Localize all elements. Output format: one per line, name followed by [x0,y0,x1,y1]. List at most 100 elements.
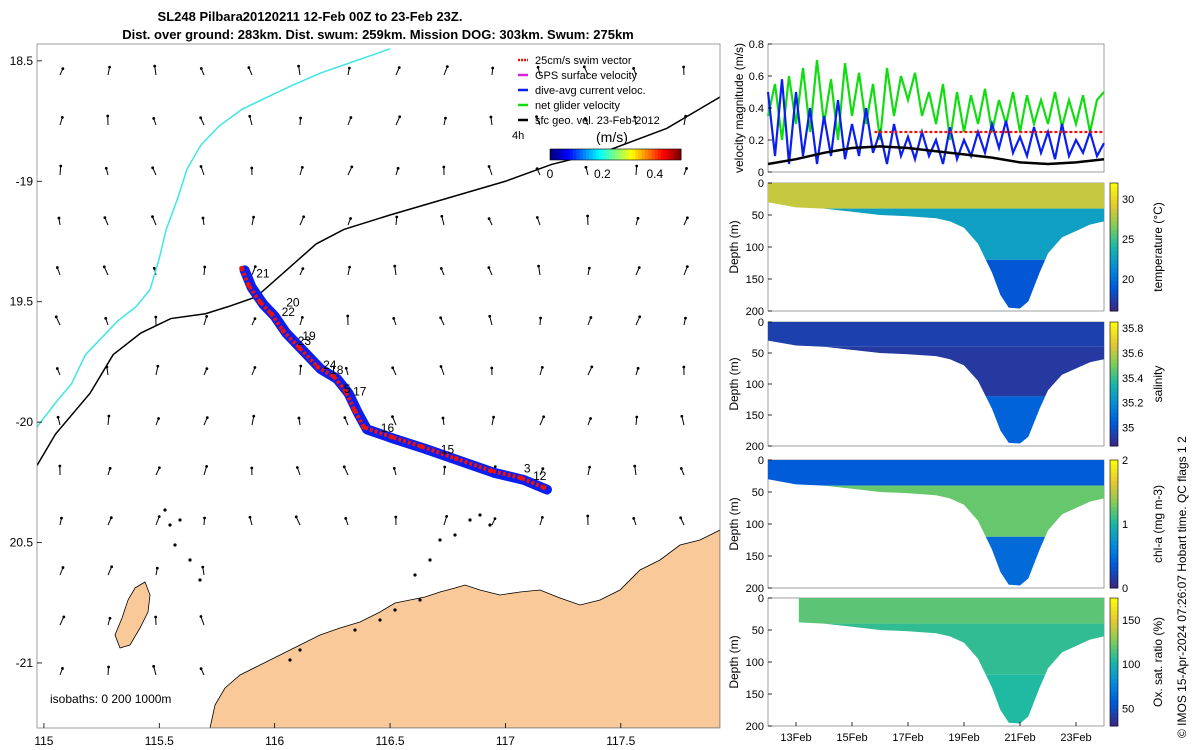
vector-arrow [491,517,497,526]
vector-arrow [443,116,447,126]
colorbar-segment [1110,221,1118,227]
colorbar-segment [1110,708,1118,714]
vector-arrow [107,466,112,476]
colorbar-segment [1110,208,1118,214]
section-y-ticks: 0 50 100 150 200 [746,455,772,595]
colorbar-segment [599,149,603,160]
colorbar-segment [1110,242,1118,248]
section-chl-a: 0 50 100 150 200 Depth (m) 0 1 2 chl-a (mg m-3) [727,455,1165,595]
y-tick-label: 50 [752,348,764,360]
colorbar-segment [1110,717,1118,723]
vector-arrow [539,365,544,376]
colorbar-segment [1110,276,1118,282]
vector-arrow [59,67,65,76]
vector-arrow [250,466,254,476]
colorbar-tick: 100 [1122,659,1140,671]
islet-9 [453,533,457,537]
colorbar-segment [1110,615,1118,620]
map-land [114,508,720,728]
colorbar-segment [1110,700,1118,706]
vector-arrow [59,516,63,526]
islet-7 [428,558,432,562]
colorbar-segment [1110,570,1118,576]
colorbar-segment [592,149,597,160]
colorbar-segment [1110,536,1118,542]
colorbar-segment [1110,346,1118,352]
vector-arrow [151,166,157,176]
colorbar-segment [1110,302,1118,308]
x-tick-label: 116.5 [375,734,404,748]
layer-surface [798,598,1104,624]
colorbar-segment [1110,472,1118,478]
colorbar-segment [1110,371,1118,377]
vector-arrow [56,415,61,426]
colorbar-tick: 25 [1122,234,1134,246]
vector-arrow [535,115,541,126]
vector-arrow [107,565,114,576]
colorbar-tick: 0.2 [594,167,611,181]
colorbar-segment [1110,553,1118,559]
colorbar-segment [1110,566,1118,572]
islet-18 [288,658,292,662]
speed-colorbar: 0 0.2 0.4 [547,148,682,181]
vector-arrow [347,217,352,226]
colorbar-segment [569,149,574,160]
colorbar-frame [1109,182,1119,312]
colorbar-segment [1110,367,1118,373]
vector-arrow [250,166,254,176]
vector-arrow [107,414,111,426]
vector-arrow [299,165,304,176]
colorbar-tick: 35.2 [1122,398,1143,410]
day-label: 19 [302,329,316,343]
colorbar-segment [661,149,666,160]
vector-arrow [155,566,159,576]
colorbar-segment [635,149,639,160]
y-tick-label: 0 [758,455,764,467]
colorbar-segment [1110,363,1118,368]
vector-arrow [58,464,62,476]
vector-arrow [203,516,206,526]
vector-arrow [199,67,205,76]
scale-label: 4h [512,130,524,142]
colorbar-segment [1110,259,1118,265]
y-tick-label: 150 [746,551,764,563]
vector-arrow [537,264,541,276]
current-vector-field [54,64,689,676]
colorbar-segment [1110,251,1118,257]
vector-arrow [59,115,64,126]
colorbar-segment [1110,384,1118,389]
vector-arrow [59,615,66,626]
colorbar-segment [1110,721,1118,727]
vector-arrow [203,367,209,376]
vector-arrow [587,266,591,276]
vector-arrow [586,514,590,526]
vector-arrow [487,165,493,176]
islet-16 [353,628,357,632]
y-tick-label: 200 [746,583,764,595]
islet-3 [173,543,177,547]
vector-arrow [443,465,447,476]
mainland-coast [209,529,720,728]
vector-arrow [586,214,590,226]
colorbar-segment [1110,247,1118,252]
colorbar-segment [622,149,626,160]
vector-arrow [103,216,109,226]
colorbar-segment [589,149,594,160]
vector-arrow [294,515,301,526]
colorbar-segment [1110,460,1118,465]
colorbar-segment [1110,433,1118,439]
vector-arrow [439,316,445,326]
colorbar-segment [1110,217,1118,222]
vector-arrow [440,214,445,226]
colorbar-segment [1110,234,1118,239]
vector-arrow [155,466,161,476]
vector-arrow [391,415,397,426]
vector-arrow [584,165,589,176]
layer-surface [768,322,1104,347]
colorbar-segment [1110,293,1118,299]
vector-arrow [299,364,303,376]
colorbar-segment [1110,704,1118,710]
colorbar-segment [1110,579,1118,585]
colorbar-segment [566,149,571,160]
